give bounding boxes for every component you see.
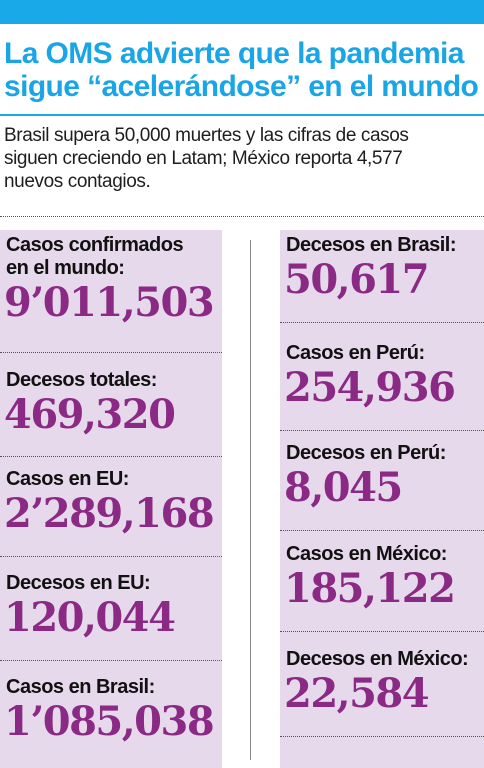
stat-label: Decesos en Brasil: <box>286 234 456 256</box>
stat-divider <box>0 456 222 457</box>
stat-value: 9’011,503 <box>4 279 215 326</box>
stat-label: Decesos totales: <box>6 369 157 391</box>
stat-value: 1’085,038 <box>4 698 215 745</box>
stat-value: 8,045 <box>284 464 403 511</box>
headline-line-1: La OMS advierte que la pandemia <box>4 37 464 70</box>
stat-casos-peru: Casos en Perú: 254,936 <box>280 342 484 431</box>
stat-casos-brasil: Casos en Brasil: 1’085,038 <box>0 676 222 745</box>
stat-decesos-mexico: Decesos en México: 22,584 <box>280 648 484 737</box>
headline: La OMS advierte que la pandemia sigue “a… <box>4 37 482 103</box>
stat-decesos-eu: Decesos en EU: 120,044 <box>0 572 222 661</box>
stat-label: Decesos en Perú: <box>286 442 446 464</box>
stat-divider <box>280 530 484 531</box>
stat-value: 469,320 <box>4 391 176 438</box>
stat-divider <box>280 430 484 431</box>
stat-label: Decesos en EU: <box>6 572 151 594</box>
stat-decesos-peru: Decesos en Perú: 8,045 <box>280 442 484 531</box>
subheadline-line-3: nuevos contagios. <box>4 171 151 192</box>
stat-value: 2’289,168 <box>4 490 215 537</box>
right-stats-panel: Decesos en Brasil: 50,617 Casos en Perú:… <box>280 230 484 768</box>
stat-divider <box>280 631 484 632</box>
stat-label: en el mundo: <box>6 257 125 279</box>
stat-divider <box>0 660 222 661</box>
stat-label: Decesos en México: <box>286 648 469 670</box>
stat-divider <box>280 736 484 737</box>
stat-decesos-brasil: Decesos en Brasil: 50,617 <box>280 234 484 323</box>
stat-value: 120,044 <box>4 594 176 641</box>
stat-divider <box>0 556 222 557</box>
stat-value: 254,936 <box>284 364 456 411</box>
stat-divider <box>280 322 484 323</box>
stat-label: Casos en México: <box>286 543 447 565</box>
subheadline-line-1: Brasil supera 50,000 muertes y las cifra… <box>4 125 409 146</box>
stat-value: 22,584 <box>284 670 430 717</box>
left-stats-panel: Casos confirmados en el mundo: 9’011,503… <box>0 230 222 768</box>
stat-divider <box>0 352 222 353</box>
headline-line-2: sigue “acelerándose” en el mundo <box>4 70 479 103</box>
stat-label: Casos en Perú: <box>286 342 425 364</box>
stat-decesos-totales: Decesos totales: 469,320 <box>0 369 222 457</box>
stat-casos-mexico: Casos en México: 185,122 <box>280 543 484 632</box>
headline-divider <box>0 114 484 116</box>
stat-casos-eu: Casos en EU: 2’289,168 <box>0 468 222 557</box>
stat-casos-mundo: Casos confirmados en el mundo: 9’011,503 <box>0 234 222 353</box>
stat-label: Casos en EU: <box>6 468 129 490</box>
stat-value: 50,617 <box>284 256 430 303</box>
subheadline-line-2: siguen creciendo en Latam; México report… <box>4 148 403 169</box>
stat-value: 185,122 <box>284 565 456 612</box>
top-accent-bar <box>0 0 484 24</box>
column-divider <box>250 240 251 760</box>
subheadline-divider <box>0 216 484 217</box>
stat-label: Casos en Brasil: <box>6 676 155 698</box>
stat-label: Casos confirmados <box>6 234 184 256</box>
subheadline: Brasil supera 50,000 muertes y las cifra… <box>4 124 480 193</box>
